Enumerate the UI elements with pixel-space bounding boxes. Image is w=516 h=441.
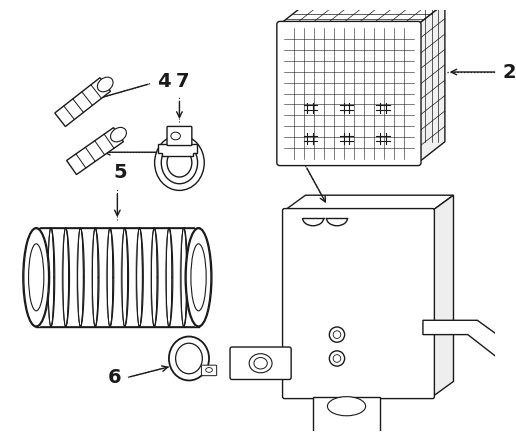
Polygon shape bbox=[36, 230, 199, 325]
Ellipse shape bbox=[169, 336, 209, 381]
Ellipse shape bbox=[191, 244, 206, 311]
Circle shape bbox=[329, 351, 345, 366]
Ellipse shape bbox=[155, 135, 204, 191]
Ellipse shape bbox=[98, 77, 113, 92]
Ellipse shape bbox=[181, 228, 187, 327]
Polygon shape bbox=[280, 3, 445, 24]
Ellipse shape bbox=[171, 132, 181, 140]
Ellipse shape bbox=[167, 149, 192, 177]
Ellipse shape bbox=[34, 228, 39, 327]
Circle shape bbox=[333, 355, 341, 363]
Ellipse shape bbox=[186, 228, 211, 326]
Ellipse shape bbox=[137, 228, 142, 327]
Ellipse shape bbox=[206, 367, 213, 372]
Ellipse shape bbox=[162, 142, 198, 184]
Ellipse shape bbox=[27, 243, 45, 312]
Polygon shape bbox=[158, 144, 197, 156]
Ellipse shape bbox=[328, 396, 366, 416]
Text: 2: 2 bbox=[502, 63, 516, 82]
Polygon shape bbox=[284, 195, 454, 210]
Ellipse shape bbox=[48, 228, 54, 327]
Polygon shape bbox=[55, 78, 110, 127]
Polygon shape bbox=[313, 396, 380, 435]
FancyBboxPatch shape bbox=[283, 209, 434, 399]
Text: 4: 4 bbox=[157, 72, 171, 91]
Polygon shape bbox=[418, 3, 445, 163]
Ellipse shape bbox=[63, 228, 69, 327]
FancyBboxPatch shape bbox=[230, 347, 291, 380]
Ellipse shape bbox=[249, 354, 272, 373]
Ellipse shape bbox=[107, 228, 113, 327]
Ellipse shape bbox=[28, 244, 44, 311]
FancyBboxPatch shape bbox=[201, 365, 217, 376]
Circle shape bbox=[333, 331, 341, 338]
Polygon shape bbox=[432, 195, 454, 396]
Ellipse shape bbox=[23, 228, 50, 327]
Text: 3: 3 bbox=[169, 143, 183, 162]
Ellipse shape bbox=[24, 228, 49, 326]
Text: 1: 1 bbox=[294, 134, 308, 153]
Polygon shape bbox=[423, 320, 516, 406]
Ellipse shape bbox=[194, 255, 203, 300]
Ellipse shape bbox=[175, 343, 202, 374]
Polygon shape bbox=[67, 127, 123, 175]
Text: 5: 5 bbox=[114, 163, 127, 182]
Ellipse shape bbox=[110, 127, 126, 142]
Text: 6: 6 bbox=[108, 368, 121, 387]
Text: 7: 7 bbox=[175, 72, 189, 91]
Ellipse shape bbox=[31, 255, 41, 300]
Ellipse shape bbox=[185, 228, 212, 327]
Ellipse shape bbox=[196, 228, 201, 327]
Ellipse shape bbox=[122, 228, 127, 327]
FancyBboxPatch shape bbox=[277, 22, 421, 165]
Ellipse shape bbox=[151, 228, 157, 327]
Ellipse shape bbox=[77, 228, 84, 327]
Circle shape bbox=[329, 327, 345, 342]
Ellipse shape bbox=[254, 358, 267, 369]
Ellipse shape bbox=[190, 243, 207, 312]
FancyBboxPatch shape bbox=[167, 127, 192, 146]
Ellipse shape bbox=[92, 228, 98, 327]
Ellipse shape bbox=[166, 228, 172, 327]
